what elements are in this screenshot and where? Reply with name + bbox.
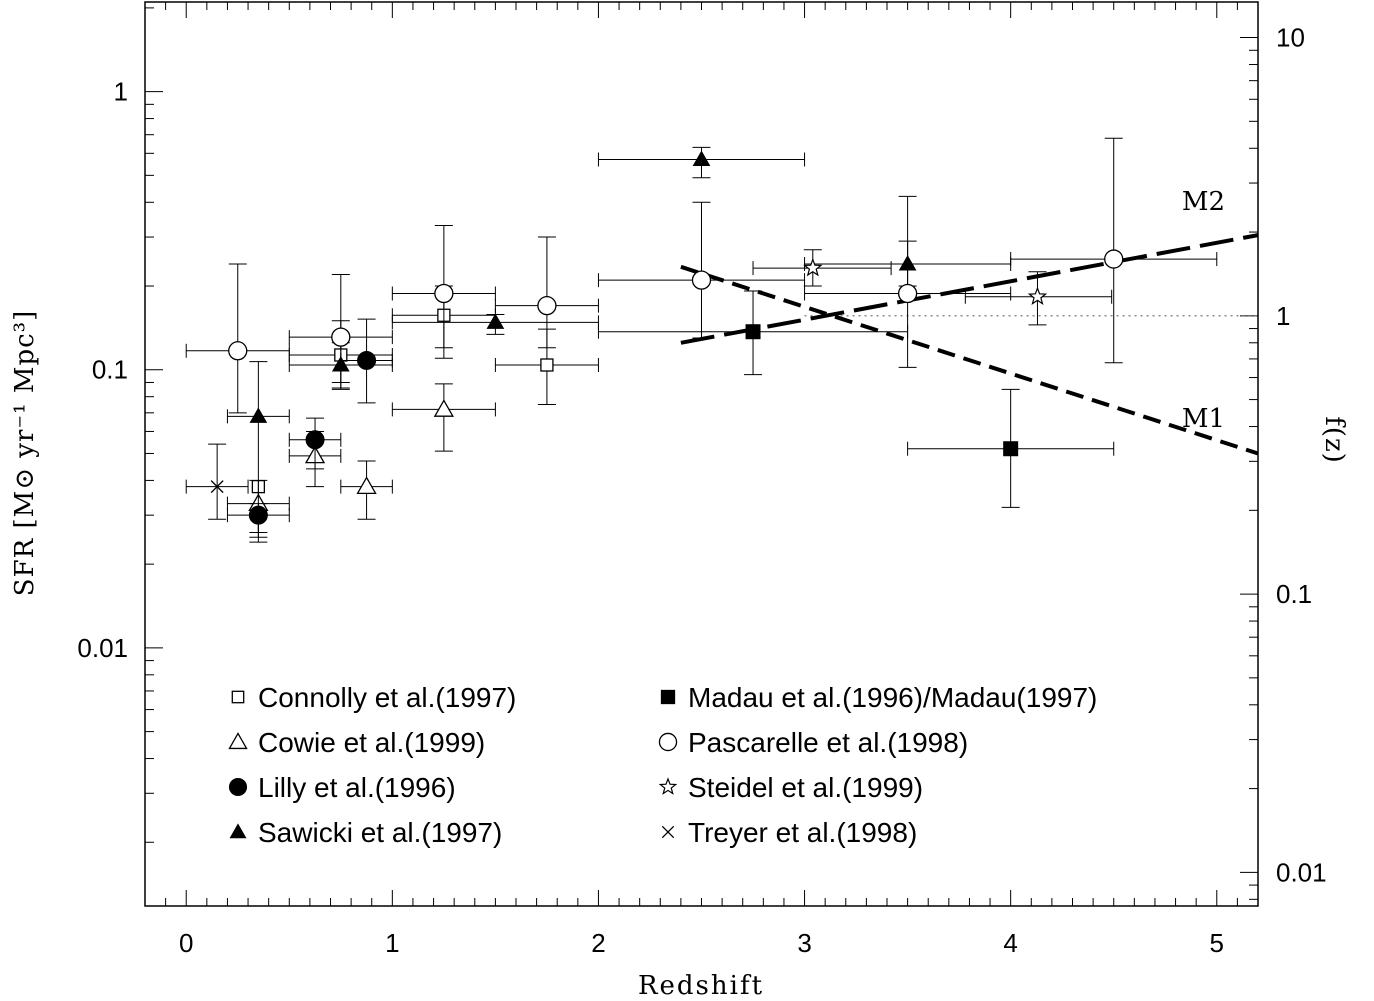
legend: Connolly et al.(1997) Cowie et al.(1999) L…: [228, 682, 1097, 848]
marker-circle-open: [228, 341, 248, 361]
y-axis-title: SFR [M⊙ yr⁻¹ Mpc³]: [10, 310, 40, 596]
data-points: [185, 137, 1218, 543]
data-point: [288, 417, 342, 470]
series-connolly-et-al-1997: [251, 285, 599, 494]
legend-label: Madau et al.(1996)/Madau(1997): [688, 682, 1097, 713]
y-tick-label: 0.1: [92, 355, 128, 385]
legend-entry: Sawicki et al.(1997): [229, 817, 502, 848]
legend-label: Connolly et al.(1997): [258, 682, 516, 713]
x-tick-label: 0: [179, 928, 193, 958]
marker-square-filled: [660, 689, 676, 705]
marker-circle-filled: [357, 350, 377, 370]
marker-triangle-open: [356, 476, 377, 495]
x-tick-label: 5: [1210, 928, 1224, 958]
marker-cross: [661, 825, 675, 839]
marker-triangle-filled: [486, 313, 505, 329]
data-point: [907, 388, 1115, 508]
marker-circle-open: [691, 270, 712, 290]
legend-entry: Lilly et al.(1996): [228, 772, 456, 803]
marker-cross: [210, 480, 224, 494]
legend-label: Treyer et al.(1998): [688, 817, 917, 848]
data-point: [185, 443, 249, 520]
data-point: [226, 361, 290, 533]
legend-label: Cowie et al.(1999): [258, 727, 485, 758]
data-point: [288, 274, 393, 383]
y-tick-label: 1: [114, 77, 128, 107]
x-tick-label: 2: [591, 928, 605, 958]
legend-label: Pascarelle et al.(1998): [688, 727, 968, 758]
marker-square-filled: [745, 324, 761, 340]
legend-entry: Treyer et al.(1998): [661, 817, 917, 848]
model-label-m1: M1: [1182, 404, 1225, 434]
data-point: [494, 328, 599, 405]
x-tick-label: 1: [385, 928, 399, 958]
y2-tick-label: 0.1: [1276, 579, 1312, 609]
series-cowie-et-al-1999: [226, 383, 496, 538]
y2-axis-title: f(z): [1319, 416, 1349, 464]
data-point: [1010, 137, 1218, 364]
x-tick-label: 4: [1003, 928, 1017, 958]
marker-triangle-filled: [229, 823, 247, 839]
legend-entry: Madau et al.(1996)/Madau(1997): [660, 682, 1097, 713]
data-point: [964, 271, 1113, 326]
marker-circle-open: [537, 295, 557, 316]
data-point: [804, 195, 1012, 368]
series-pascarelle-et-al-1998: [185, 137, 1218, 414]
legend-label: Lilly et al.(1996): [258, 772, 456, 803]
legend-entry: Steidel et al.(1999): [658, 772, 923, 803]
marker-triangle-open: [228, 732, 248, 750]
model-line-m1: [680, 264, 1259, 456]
marker-triangle-open: [433, 399, 454, 417]
series-madau-et-al-1996-madau-1997: [597, 290, 1115, 508]
data-point: [597, 201, 806, 339]
y-tick-label: 0.01: [77, 633, 128, 663]
data-point: [597, 146, 806, 179]
legend-entry: Connolly et al.(1997): [231, 682, 516, 713]
legend-label: Sawicki et al.(1997): [258, 817, 502, 848]
series-lilly-et-al-1996: [226, 318, 393, 543]
marker-star-open: [658, 777, 678, 795]
model-lines: M2 M1: [680, 187, 1259, 456]
x-tick-label: 3: [797, 928, 811, 958]
marker-circle-filled: [305, 430, 325, 450]
data-point: [752, 249, 892, 287]
data-point: [340, 460, 393, 520]
marker-triangle-filled: [692, 150, 711, 167]
y2-tick-label: 10: [1276, 23, 1305, 53]
model-label-m2: M2: [1182, 187, 1225, 217]
x-axis-title: Redshift: [638, 971, 764, 1001]
marker-circle-open: [1104, 249, 1124, 269]
marker-circle-open: [897, 283, 918, 304]
marker-star-open: [803, 257, 823, 277]
legend-label: Steidel et al.(1999): [688, 772, 923, 803]
data-point: [185, 263, 290, 414]
marker-square-filled: [1003, 441, 1019, 457]
marker-star-open: [1027, 286, 1048, 305]
data-point: [391, 313, 599, 335]
marker-circle-filled: [228, 777, 248, 797]
series-steidel-et-al-1999: [752, 249, 1113, 326]
marker-square-open: [540, 358, 554, 372]
marker-triangle-filled: [249, 407, 268, 423]
y2-tick-label: 0.01: [1276, 857, 1327, 887]
data-point: [494, 236, 599, 349]
data-point: [391, 225, 496, 359]
marker-square-open: [231, 690, 245, 704]
y2-tick-label: 1: [1276, 301, 1290, 331]
marker-circle-open: [434, 283, 454, 304]
data-point: [597, 290, 909, 376]
legend-entry: Pascarelle et al.(1998): [658, 727, 968, 758]
marker-circle-open: [331, 327, 351, 347]
model-line-m2: [680, 233, 1259, 345]
data-point: [391, 383, 496, 452]
marker-circle-open: [658, 732, 678, 752]
legend-entry: Cowie et al.(1999): [228, 727, 485, 758]
series-treyer-et-al-1998: [185, 443, 249, 520]
